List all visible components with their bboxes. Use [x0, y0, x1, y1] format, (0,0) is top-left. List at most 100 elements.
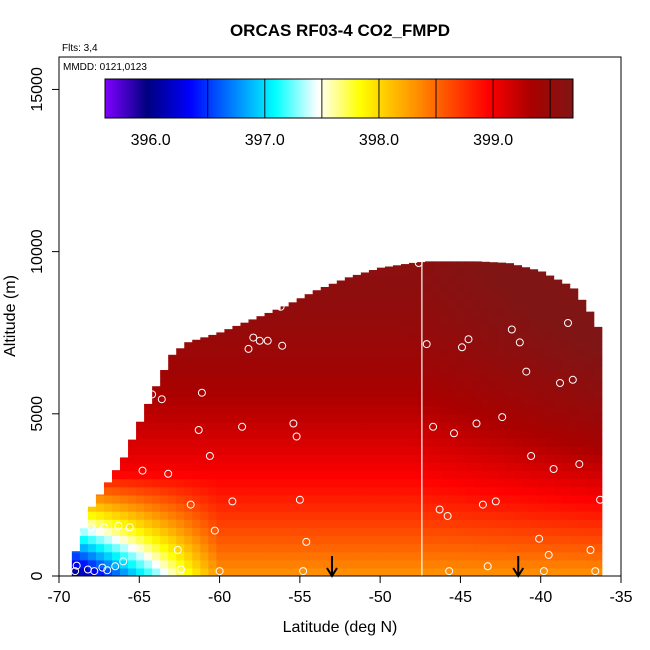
sample-point — [278, 341, 287, 350]
heatmap-cell — [192, 567, 201, 576]
heatmap-cell — [376, 397, 386, 407]
colorbar-segment — [551, 79, 554, 118]
heatmap-cell — [264, 478, 274, 488]
heatmap-cell — [168, 535, 177, 545]
heatmap-cell — [529, 275, 539, 285]
heatmap-cell — [312, 470, 322, 480]
sample-point — [507, 325, 516, 334]
heatmap-cell — [457, 454, 466, 464]
heatmap-cell — [352, 535, 362, 545]
colorbar-segment — [116, 79, 120, 118]
heatmap-cell — [409, 519, 418, 528]
heatmap-cell — [216, 543, 225, 553]
heatmap-cell — [465, 332, 474, 342]
heatmap-cell — [216, 462, 225, 472]
heatmap-cell — [497, 421, 506, 431]
heatmap-cell — [368, 284, 378, 293]
heatmap-cell — [304, 438, 314, 447]
heatmap-cell — [401, 527, 410, 537]
heatmap-cell — [505, 421, 515, 431]
heatmap-cell — [168, 421, 177, 431]
heatmap-cell — [224, 519, 234, 528]
heatmap-cell — [232, 551, 242, 561]
x-tick-label: -45 — [449, 589, 472, 606]
heatmap-cell — [481, 494, 490, 504]
colorbar-segment — [372, 79, 375, 118]
heatmap-cell — [344, 389, 354, 399]
heatmap-cell — [449, 551, 458, 561]
heatmap-cell — [392, 446, 402, 455]
heatmap-cell — [352, 559, 362, 569]
heatmap-cell — [288, 302, 298, 309]
heatmap-cell — [376, 373, 386, 382]
heatmap-cell — [224, 462, 234, 472]
heatmap-cell — [497, 373, 506, 382]
colorbar-segment — [270, 79, 274, 118]
heatmap-cell — [216, 381, 225, 391]
heatmap-cell — [489, 308, 498, 318]
heatmap-cell — [569, 413, 579, 423]
heatmap-cell — [392, 397, 402, 407]
heatmap-cell — [384, 389, 394, 399]
heatmap-cell — [288, 535, 298, 545]
colorbar-segment — [446, 79, 449, 118]
heatmap-cell — [320, 462, 330, 472]
colorbar-segment — [559, 79, 562, 118]
heatmap-cell — [208, 397, 217, 407]
heatmap-cell — [457, 332, 466, 342]
sample-point — [125, 523, 134, 532]
heatmap-cell — [521, 381, 531, 391]
heatmap-cell — [256, 551, 266, 561]
heatmap-cell — [264, 312, 274, 318]
heatmap-cell — [481, 365, 490, 374]
heatmap-cell — [95, 543, 105, 553]
heatmap-cell — [585, 527, 595, 537]
heatmap-cell — [232, 567, 242, 576]
heatmap-cell — [336, 551, 346, 561]
heatmap-cell — [553, 535, 563, 545]
heatmap-cell — [103, 486, 113, 496]
heatmap-cell — [585, 311, 595, 318]
heatmap-cell — [224, 365, 234, 374]
heatmap-cell — [569, 527, 579, 537]
heatmap-cell — [561, 462, 571, 472]
heatmap-cell — [497, 413, 506, 423]
sample-point — [119, 557, 128, 566]
heatmap-cell — [585, 511, 595, 520]
heatmap-cell — [425, 527, 434, 537]
heatmap-cell — [320, 430, 330, 439]
colorbar-segment — [292, 79, 295, 118]
heatmap-cell — [120, 567, 129, 576]
heatmap-cell — [433, 340, 442, 350]
heatmap-cell — [577, 567, 587, 576]
heatmap-cell — [103, 567, 113, 576]
heatmap-cell — [328, 470, 338, 480]
heatmap-cell — [240, 511, 250, 520]
heatmap-cell — [288, 381, 298, 391]
heatmap-cell — [392, 421, 402, 431]
colorbar-segment — [220, 79, 223, 118]
heatmap-cell — [224, 438, 234, 447]
heatmap-cell — [176, 454, 185, 464]
heatmap-cell — [256, 357, 266, 366]
heatmap-cell — [593, 567, 603, 576]
heatmap-cell — [248, 340, 258, 350]
colorbar-segment — [167, 79, 170, 118]
heatmap-cell — [160, 413, 169, 423]
heatmap-cell — [433, 462, 442, 472]
heatmap-cell — [441, 478, 450, 488]
heatmap-cell — [272, 535, 282, 545]
heatmap-cell — [457, 551, 466, 561]
heatmap-cell — [232, 543, 242, 553]
heatmap-cell — [352, 494, 362, 504]
heatmap-cell — [272, 397, 282, 407]
heatmap-cell — [585, 389, 595, 399]
heatmap-cell — [240, 340, 250, 350]
heatmap-cell — [240, 397, 250, 407]
heatmap-cell — [296, 316, 306, 326]
heatmap-cell — [240, 322, 250, 326]
heatmap-cell — [497, 551, 506, 561]
heatmap-cell — [256, 373, 266, 382]
colorbar-segment — [204, 79, 207, 118]
heatmap-cell — [537, 348, 547, 358]
